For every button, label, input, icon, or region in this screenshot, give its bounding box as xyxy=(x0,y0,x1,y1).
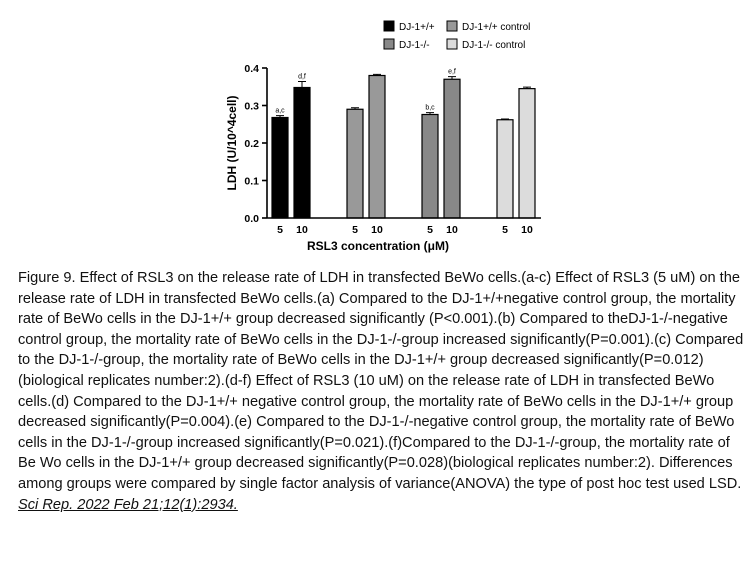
legend-swatch xyxy=(383,38,395,50)
bar xyxy=(421,113,439,219)
y-axis-label: LDH (U/10^4cell) xyxy=(225,95,239,190)
y-tick-label: 0.0 xyxy=(244,213,259,225)
y-tick-label: 0.3 xyxy=(244,101,259,113)
legend-swatch xyxy=(446,20,458,32)
bar xyxy=(496,119,514,219)
significance-label: b,c xyxy=(425,105,435,112)
legend-label: DJ-1-/- xyxy=(399,40,430,51)
ldh-bar-chart: DJ-1+/+ DJ-1+/+ control DJ-1-/- DJ-1-/- con… xyxy=(225,20,541,253)
chart-legend: DJ-1+/+ DJ-1+/+ control DJ-1-/- DJ-1-/- con… xyxy=(383,20,530,51)
x-axis: 5 10 5 10 5 10 5 10 xyxy=(267,217,541,236)
y-tick-label: 0.4 xyxy=(244,63,259,75)
y-tick-label: 0.1 xyxy=(244,176,259,188)
legend-swatch xyxy=(446,38,458,50)
bar xyxy=(271,116,289,219)
bar xyxy=(368,74,386,219)
x-axis-label: RSL3 concentration (μM) xyxy=(307,239,449,253)
x-tick-label: 10 xyxy=(446,224,458,236)
bar xyxy=(293,86,311,219)
x-tick-label: 10 xyxy=(296,224,308,236)
y-tick-label: 0.2 xyxy=(244,138,259,150)
significance-label: d,f xyxy=(298,74,306,81)
figure-caption: Figure 9. Effect of RSL3 on the release … xyxy=(18,268,746,515)
x-tick-label: 5 xyxy=(427,224,433,236)
bar xyxy=(443,78,461,219)
x-tick-label: 10 xyxy=(371,224,383,236)
bars: a,c d,f b,c e,f xyxy=(271,69,536,219)
y-axis: 0.0 0.1 0.2 0.3 0.4 xyxy=(244,63,268,225)
x-tick-label: 5 xyxy=(277,224,283,236)
legend-label: DJ-1+/+ control xyxy=(462,22,530,33)
x-tick-label: 10 xyxy=(521,224,533,236)
caption-text: Figure 9. Effect of RSL3 on the release … xyxy=(18,270,744,492)
legend-swatch xyxy=(383,20,395,32)
legend-label: DJ-1-/- control xyxy=(462,40,525,51)
x-tick-label: 5 xyxy=(502,224,508,236)
x-tick-label: 5 xyxy=(352,224,358,236)
bar xyxy=(518,88,536,219)
citation-link[interactable]: Sci Rep. 2022 Feb 21;12(1):2934. xyxy=(18,496,238,513)
significance-label: e,f xyxy=(448,69,456,76)
bar xyxy=(346,108,364,219)
legend-label: DJ-1+/+ xyxy=(399,22,435,33)
significance-label: a,c xyxy=(275,108,285,115)
